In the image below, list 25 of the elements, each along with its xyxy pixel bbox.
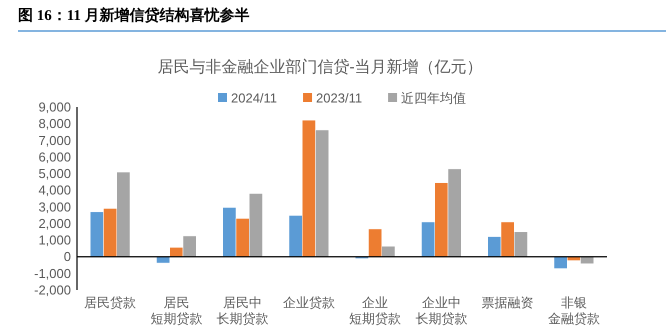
chart-title: 居民与非金融企业部门信贷-当月新增（亿元）: [157, 58, 483, 76]
y-tick-label: 2,000: [38, 216, 71, 231]
legend-label: 2023/11: [316, 90, 362, 106]
caption: 图 16：11 月新增信贷结构喜忧参半: [18, 6, 250, 24]
x-tick-label: 居民中长期贷款: [216, 295, 269, 326]
y-tick-label: 4,000: [38, 182, 71, 198]
y-tick-label: 5,000: [38, 166, 71, 182]
x-tick-label: 企业短期贷款: [349, 295, 402, 326]
x-tick-label: 居民贷款: [84, 295, 136, 310]
y-tick-label: 7,000: [38, 132, 71, 148]
y-tick-label: 8,000: [38, 116, 71, 132]
x-tick-label: 票据融资: [482, 295, 534, 310]
x-tick-label: 企业中长期贷款: [415, 295, 468, 326]
y-tick-label: 6,000: [38, 149, 71, 164]
legend-label: 2024/11: [231, 90, 278, 106]
legend-label: 近四年均值: [401, 90, 466, 106]
x-tick-label: 企业贷款: [282, 295, 335, 310]
y-tick-label: 3,000: [38, 199, 71, 214]
y-tick-label: -1,000: [34, 266, 71, 281]
y-tick-label: -2,000: [34, 282, 71, 298]
x-tick-label: 非银金融贷款: [548, 295, 600, 326]
x-tick-label: 居民短期贷款: [150, 295, 202, 326]
y-tick-label: 0: [64, 249, 71, 264]
y-tick-label: 1,000: [38, 232, 71, 248]
y-tick-label: 9,000: [38, 100, 71, 114]
